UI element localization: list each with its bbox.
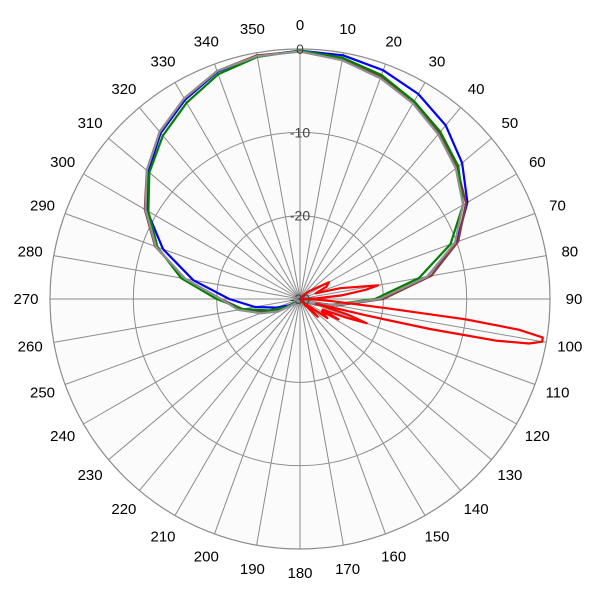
polar-spoke-20 [299,63,386,300]
angle-tick-label-240: 240 [50,428,75,445]
angle-tick-label-120: 120 [525,428,550,445]
polar-spoke-10 [299,52,344,300]
angle-tick-label-70: 70 [549,197,566,214]
angle-tick-label-80: 80 [561,243,578,260]
angle-tick-label-320: 320 [111,81,136,98]
polar-spoke-280 [53,255,301,300]
polar-spoke-300 [83,173,301,300]
polar-spoke-50 [299,137,492,300]
angle-tick-label-220: 220 [111,501,136,518]
radial-tick-label-1: -10 [290,124,310,140]
polar-spoke-190 [256,298,301,546]
angle-tick-label-90: 90 [566,291,583,308]
polar-spoke-350 [256,52,301,300]
angle-tick-label-160: 160 [381,549,406,566]
series-line-4 [298,281,544,345]
polar-spoke-330 [174,82,301,300]
angle-tick-label-140: 140 [464,501,489,518]
angle-tick-label-180: 180 [287,565,312,582]
polar-spoke-130 [299,298,492,461]
polar-spoke-70 [299,213,536,300]
angle-tick-label-30: 30 [429,54,446,71]
polar-spoke-310 [108,137,301,300]
angle-tick-label-190: 190 [240,561,265,578]
angle-tick-label-340: 340 [194,34,219,51]
angle-tick-label-150: 150 [424,528,449,545]
polar-spoke-150 [299,298,426,516]
polar-spoke-160 [299,298,386,535]
polar-labels: 0 10 20 30 40 50 60 70 80 90 100 110 120 130 140 150 160… [13,17,582,582]
radial-tick-label-0: 0 [296,41,304,57]
polar-spoke-200 [214,298,301,535]
polar-spoke-320 [138,107,301,300]
angle-tick-label-270: 270 [13,291,38,308]
polar-spoke-340 [214,63,301,300]
angle-tick-label-300: 300 [50,154,75,171]
series-line-3 [144,50,465,315]
radial-tick-label-2: -20 [290,208,310,224]
angle-tick-label-50: 50 [502,115,519,132]
angle-tick-label-200: 200 [194,549,219,566]
polar-spoke-240 [83,298,301,425]
angle-tick-label-10: 10 [339,21,356,38]
angle-tick-label-40: 40 [468,81,485,98]
polar-spoke-140 [299,298,462,491]
angle-tick-label-110: 110 [546,385,570,402]
polar-spoke-120 [299,298,517,425]
polar-spoke-230 [108,298,301,461]
polar-spoke-80 [299,255,547,300]
polar-spoke-110 [299,298,536,385]
polar-spoke-220 [138,298,301,491]
polar-spoke-100 [299,298,547,343]
polar-spoke-30 [299,82,426,300]
angle-tick-label-260: 260 [18,339,43,356]
angle-tick-label-290: 290 [30,197,55,214]
polar-series-layer [143,49,544,345]
polar-spoke-170 [299,298,344,546]
angle-tick-label-350: 350 [240,21,265,38]
angle-tick-label-0: 0 [296,17,304,34]
polar-spoke-60 [299,173,517,300]
polar-spoke-210 [174,298,301,516]
radial-tick-label-3: -30 [290,291,310,307]
angle-tick-label-210: 210 [150,528,175,545]
polar-spoke-290 [64,213,301,300]
angle-tick-label-250: 250 [30,385,55,402]
angle-tick-label-280: 280 [18,243,43,260]
angle-tick-label-130: 130 [497,467,522,484]
polar-spoke-40 [299,107,462,300]
angle-tick-label-230: 230 [78,467,103,484]
angle-tick-label-100: 100 [557,339,582,356]
angle-tick-label-20: 20 [385,34,402,51]
angle-tick-label-170: 170 [335,561,360,578]
angle-tick-label-310: 310 [78,115,103,132]
angle-tick-label-330: 330 [150,54,175,71]
angle-tick-label-60: 60 [529,154,546,171]
